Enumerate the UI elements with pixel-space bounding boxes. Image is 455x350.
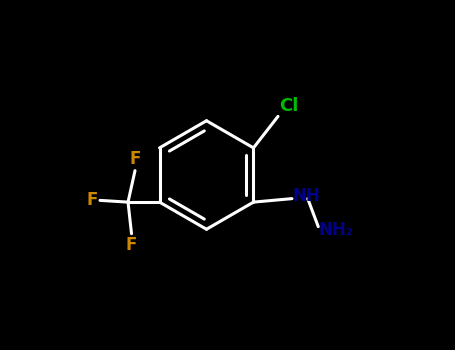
Text: NH₂: NH₂ [319,221,354,239]
Text: Cl: Cl [278,97,298,115]
Text: NH: NH [293,187,320,205]
Text: F: F [129,150,141,168]
Text: F: F [126,237,137,254]
Text: F: F [87,191,98,209]
